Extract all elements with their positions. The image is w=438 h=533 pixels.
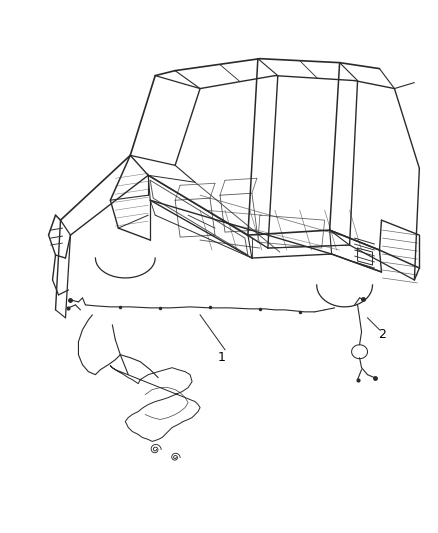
Text: 1: 1 <box>218 351 226 364</box>
Text: 2: 2 <box>378 328 386 341</box>
